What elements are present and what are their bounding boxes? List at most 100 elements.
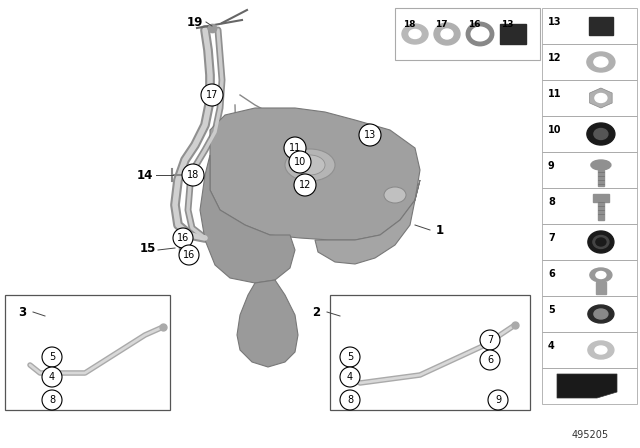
Ellipse shape [596, 271, 606, 279]
Bar [542, 188, 637, 224]
Bar [542, 368, 637, 404]
Circle shape [42, 390, 62, 410]
Text: 16: 16 [468, 20, 481, 29]
Text: 18: 18 [187, 170, 199, 180]
Ellipse shape [402, 24, 428, 44]
Bar [330, 295, 530, 410]
Text: 17: 17 [435, 20, 447, 29]
Text: 11: 11 [289, 143, 301, 153]
Ellipse shape [594, 309, 608, 319]
Text: 7: 7 [548, 233, 555, 243]
Ellipse shape [593, 236, 609, 249]
Ellipse shape [591, 160, 611, 170]
Text: 13: 13 [364, 130, 376, 140]
Bar [542, 296, 637, 332]
Ellipse shape [595, 94, 607, 103]
Text: 5: 5 [49, 352, 55, 362]
Text: 19: 19 [187, 16, 203, 29]
Circle shape [284, 137, 306, 159]
Circle shape [173, 228, 193, 248]
Bar [542, 332, 637, 368]
Polygon shape [200, 155, 295, 283]
Polygon shape [589, 88, 612, 108]
Bar [542, 116, 637, 152]
Circle shape [294, 174, 316, 196]
Bar [542, 224, 637, 260]
Bar [598, 170, 604, 186]
Circle shape [42, 347, 62, 367]
Text: 495205: 495205 [572, 430, 609, 440]
Bar [395, 8, 540, 60]
Ellipse shape [434, 23, 460, 45]
Ellipse shape [409, 30, 421, 39]
Text: 18: 18 [403, 20, 415, 29]
Text: 8: 8 [548, 198, 555, 207]
Text: 5: 5 [548, 306, 555, 315]
Circle shape [42, 367, 62, 387]
Circle shape [340, 347, 360, 367]
Text: 9: 9 [548, 161, 555, 172]
Text: 16: 16 [177, 233, 189, 243]
Text: 6: 6 [548, 269, 555, 280]
Circle shape [179, 245, 199, 265]
Circle shape [480, 350, 500, 370]
Ellipse shape [594, 57, 608, 67]
Text: 2: 2 [312, 306, 320, 319]
Polygon shape [557, 374, 617, 398]
Circle shape [340, 367, 360, 387]
Ellipse shape [441, 29, 453, 39]
Ellipse shape [595, 346, 607, 354]
Ellipse shape [594, 129, 608, 139]
Ellipse shape [295, 155, 325, 175]
Bar [542, 152, 637, 188]
Bar [596, 282, 606, 294]
Text: 11: 11 [548, 90, 561, 99]
Circle shape [289, 151, 311, 173]
Text: 13: 13 [501, 20, 513, 29]
Text: 8: 8 [347, 395, 353, 405]
Ellipse shape [587, 123, 615, 145]
Ellipse shape [588, 341, 614, 359]
Text: 10: 10 [294, 157, 306, 167]
Circle shape [488, 390, 508, 410]
Bar [542, 44, 637, 80]
Text: 1: 1 [436, 224, 444, 237]
Polygon shape [210, 108, 420, 240]
Text: 9: 9 [495, 395, 501, 405]
Ellipse shape [588, 305, 614, 323]
Text: 12: 12 [299, 180, 311, 190]
Text: 12: 12 [548, 53, 561, 64]
Bar [542, 8, 637, 44]
Bar [598, 202, 604, 220]
Text: 8: 8 [49, 395, 55, 405]
Bar [5, 295, 170, 410]
Bar [593, 194, 609, 202]
Text: 14: 14 [137, 168, 153, 181]
Text: 10: 10 [548, 125, 561, 135]
Circle shape [480, 330, 500, 350]
Ellipse shape [588, 231, 614, 253]
Circle shape [182, 164, 204, 186]
Bar [589, 17, 613, 35]
Text: 15: 15 [140, 241, 156, 254]
Circle shape [201, 84, 223, 106]
Text: 3: 3 [18, 306, 26, 319]
Circle shape [359, 124, 381, 146]
Text: 13: 13 [548, 17, 561, 27]
Text: 4: 4 [548, 341, 555, 351]
Text: 4: 4 [49, 372, 55, 382]
Ellipse shape [587, 52, 615, 72]
Text: 16: 16 [183, 250, 195, 260]
Bar [542, 80, 637, 116]
Bar [542, 260, 637, 296]
Ellipse shape [285, 149, 335, 181]
Text: 7: 7 [487, 335, 493, 345]
Ellipse shape [596, 238, 606, 246]
Circle shape [340, 390, 360, 410]
Text: 4: 4 [347, 372, 353, 382]
Text: 17: 17 [206, 90, 218, 100]
Bar [500, 24, 526, 44]
Text: 5: 5 [347, 352, 353, 362]
Ellipse shape [384, 187, 406, 203]
Ellipse shape [590, 268, 612, 282]
